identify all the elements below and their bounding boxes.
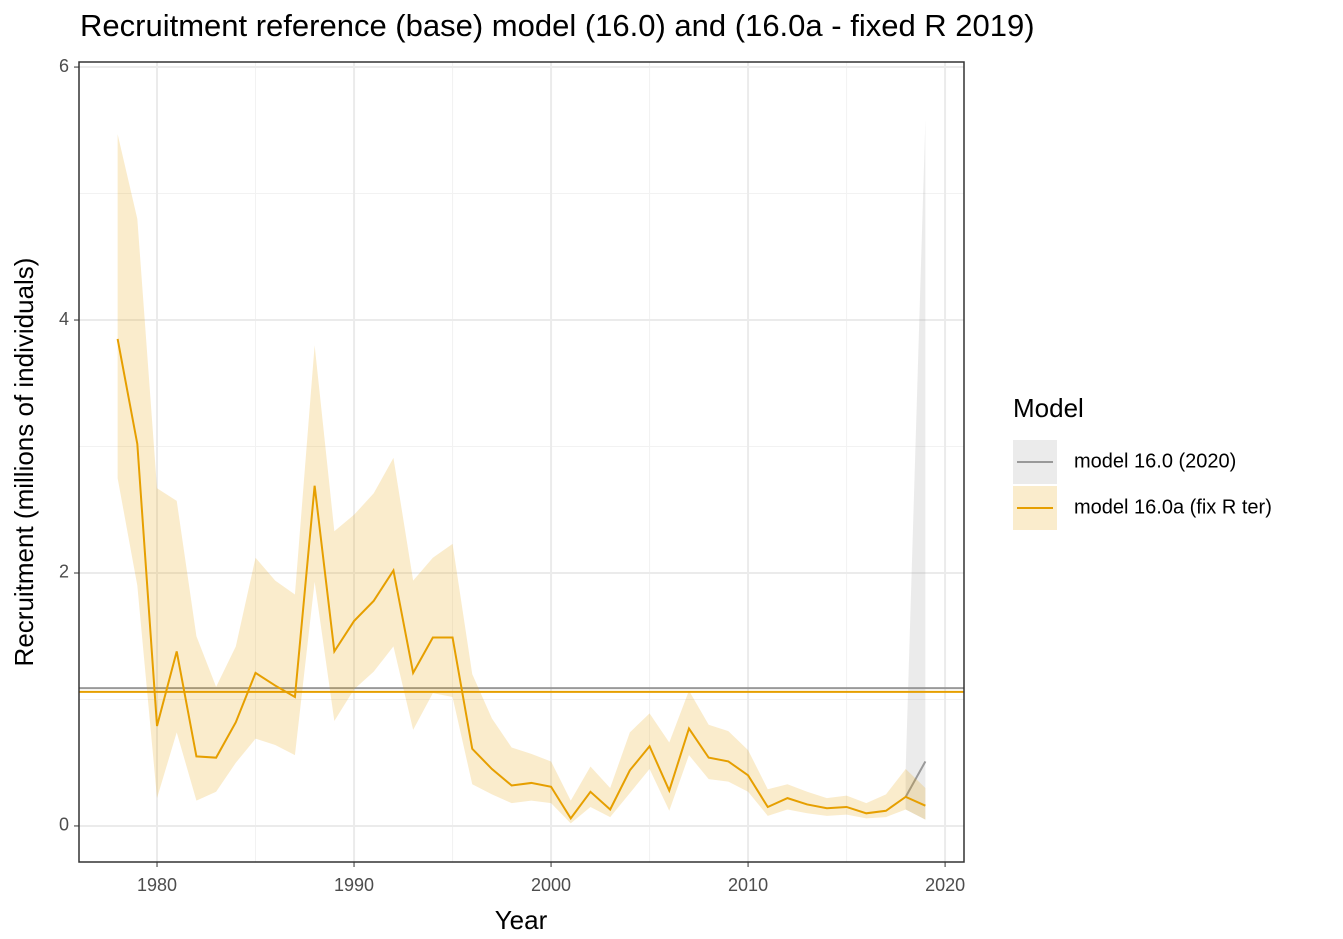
confidence-band — [117, 134, 926, 824]
x-tick-label: 2010 — [728, 875, 768, 895]
y-tick-label: 6 — [59, 56, 69, 76]
x-tick-label: 2020 — [925, 875, 965, 895]
legend-label: model 16.0 (2020) — [1074, 450, 1236, 472]
x-tick-label: 2000 — [531, 875, 571, 895]
x-tick-label: 1980 — [137, 875, 177, 895]
y-tick-label: 2 — [59, 562, 69, 582]
legend-label: model 16.0a (fix R ter) — [1074, 496, 1272, 518]
y-tick-label: 4 — [59, 309, 69, 329]
series-line — [116, 338, 926, 821]
y-axis-label: Recruitment (millions of individuals) — [9, 258, 39, 667]
chart-title: Recruitment reference (base) model (16.0… — [80, 8, 1035, 43]
legend-title: Model — [1013, 393, 1084, 423]
plot-border — [78, 61, 965, 863]
y-tick-label: 0 — [59, 815, 69, 835]
x-axis-label: Year — [495, 905, 548, 935]
confidence-band — [905, 120, 926, 820]
series-line — [904, 760, 927, 798]
x-tick-label: 1990 — [334, 875, 374, 895]
